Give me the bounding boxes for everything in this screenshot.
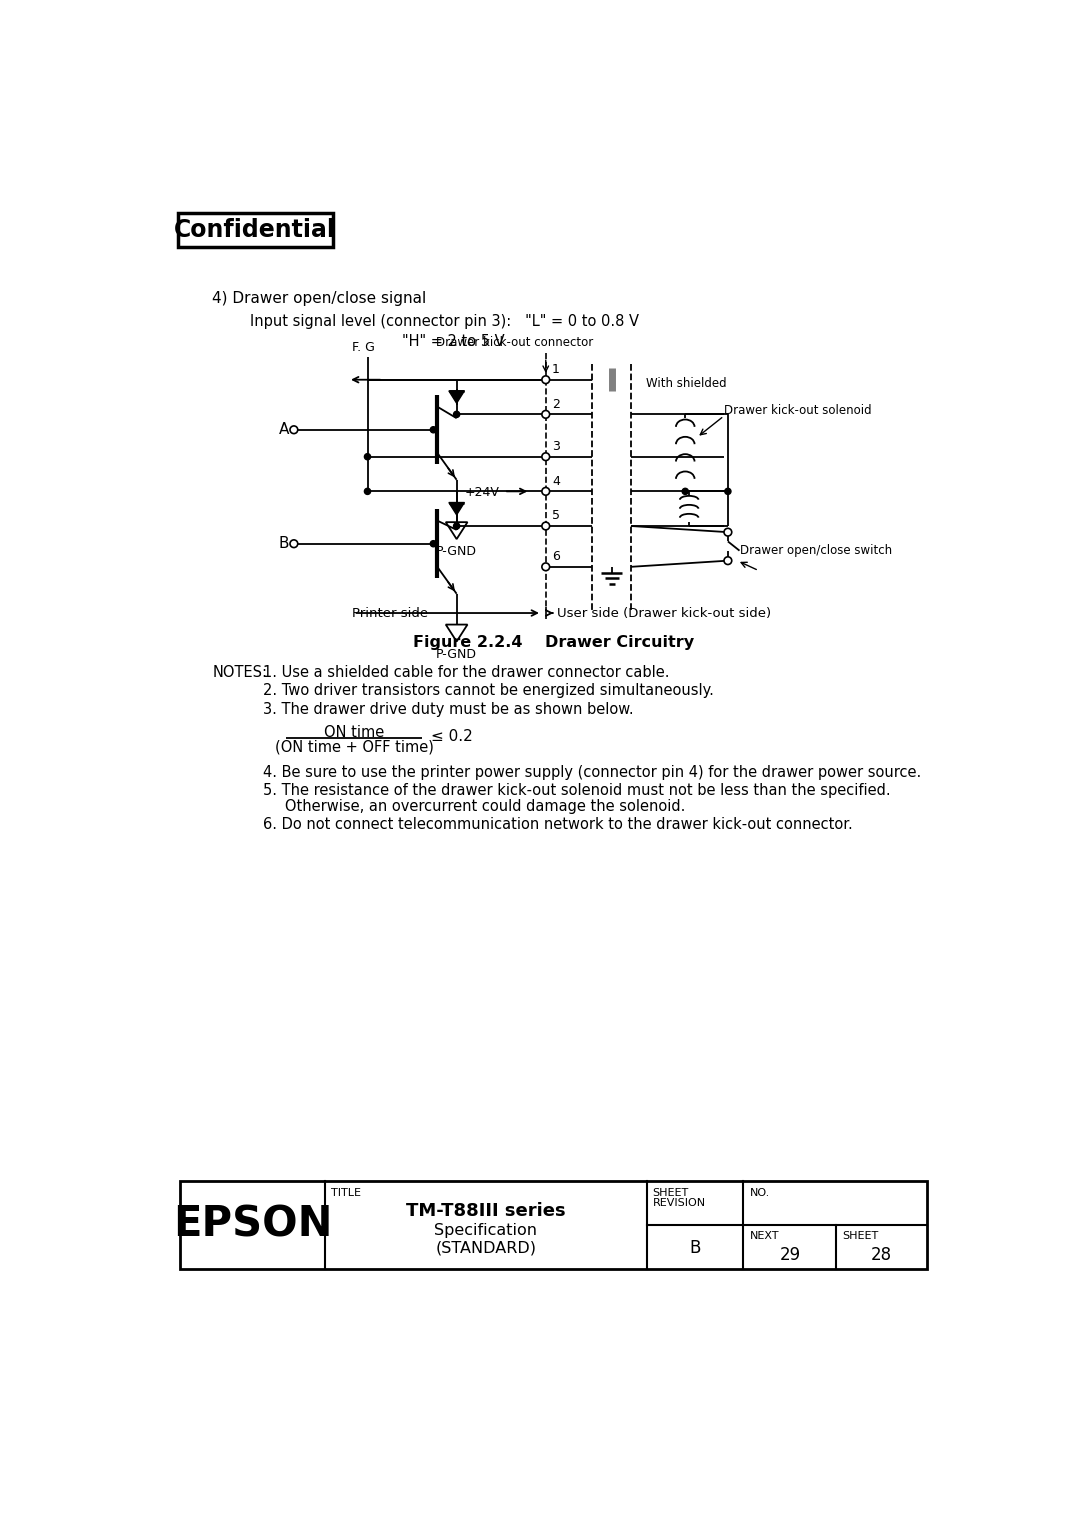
Circle shape xyxy=(454,523,460,529)
Text: (ON time + OFF time): (ON time + OFF time) xyxy=(275,740,434,755)
Text: Drawer kick-out solenoid: Drawer kick-out solenoid xyxy=(724,403,872,417)
Text: 3. The drawer drive duty must be as shown below.: 3. The drawer drive duty must be as show… xyxy=(262,701,634,717)
Text: Input signal level (connector pin 3):   "L" = 0 to 0.8 V: Input signal level (connector pin 3): "L… xyxy=(249,315,638,329)
Text: With shielded: With shielded xyxy=(647,377,727,390)
Text: "H" = 2 to 5 V: "H" = 2 to 5 V xyxy=(403,335,505,350)
Text: A: A xyxy=(279,422,289,437)
Text: NO.: NO. xyxy=(750,1189,770,1198)
Text: 4. Be sure to use the printer power supply (connector pin 4) for the drawer powe: 4. Be sure to use the printer power supp… xyxy=(262,764,921,779)
Bar xyxy=(177,212,333,248)
Text: 1. Use a shielded cable for the drawer connector cable.: 1. Use a shielded cable for the drawer c… xyxy=(262,665,670,680)
Text: NOTES:: NOTES: xyxy=(213,665,268,680)
Text: P-GND: P-GND xyxy=(436,545,477,558)
Circle shape xyxy=(542,487,550,495)
Text: P-GND: P-GND xyxy=(436,648,477,660)
Text: TM-T88III series: TM-T88III series xyxy=(406,1203,566,1219)
Text: Specification: Specification xyxy=(434,1222,537,1238)
Circle shape xyxy=(542,376,550,384)
Circle shape xyxy=(542,452,550,460)
Circle shape xyxy=(725,489,731,495)
Text: 6. Do not connect telecommunication network to the drawer kick-out connector.: 6. Do not connect telecommunication netw… xyxy=(262,817,852,833)
Text: Drawer kick-out connector: Drawer kick-out connector xyxy=(436,336,593,348)
Text: ON time: ON time xyxy=(324,724,384,740)
Circle shape xyxy=(724,556,732,564)
Polygon shape xyxy=(449,391,464,403)
Circle shape xyxy=(291,426,298,434)
Polygon shape xyxy=(449,503,464,515)
Circle shape xyxy=(364,489,370,495)
Text: 2: 2 xyxy=(552,397,559,411)
Text: User side (Drawer kick-out side): User side (Drawer kick-out side) xyxy=(557,607,771,619)
Text: Otherwise, an overcurrent could damage the solenoid.: Otherwise, an overcurrent could damage t… xyxy=(271,799,685,813)
Text: 5. The resistance of the drawer kick-out solenoid must not be less than the spec: 5. The resistance of the drawer kick-out… xyxy=(262,784,891,798)
Circle shape xyxy=(430,541,436,547)
Text: 1: 1 xyxy=(552,362,559,376)
Circle shape xyxy=(683,489,688,495)
Text: F. G: F. G xyxy=(352,341,375,354)
Text: REVISION: REVISION xyxy=(652,1198,706,1209)
Text: Figure 2.2.4    Drawer Circuitry: Figure 2.2.4 Drawer Circuitry xyxy=(413,634,694,649)
Text: SHEET: SHEET xyxy=(842,1232,879,1241)
Circle shape xyxy=(542,411,550,419)
Text: (STANDARD): (STANDARD) xyxy=(435,1241,536,1256)
Text: 4: 4 xyxy=(552,475,559,487)
Text: Confidential: Confidential xyxy=(174,219,336,241)
Text: ≤ 0.2: ≤ 0.2 xyxy=(431,729,473,744)
Text: 6: 6 xyxy=(552,550,559,562)
Text: Drawer open/close switch: Drawer open/close switch xyxy=(740,544,892,556)
Circle shape xyxy=(364,454,370,460)
Text: Printer side: Printer side xyxy=(352,607,428,619)
Circle shape xyxy=(291,539,298,547)
Text: 3: 3 xyxy=(552,440,559,452)
Text: EPSON: EPSON xyxy=(173,1204,333,1245)
Text: SHEET: SHEET xyxy=(652,1189,689,1198)
Circle shape xyxy=(542,562,550,570)
Circle shape xyxy=(724,529,732,536)
Text: 5: 5 xyxy=(552,509,559,523)
Text: TITLE: TITLE xyxy=(332,1189,361,1198)
Text: B: B xyxy=(689,1239,701,1256)
Text: NEXT: NEXT xyxy=(750,1232,779,1241)
Text: 4) Drawer open/close signal: 4) Drawer open/close signal xyxy=(213,292,427,306)
Text: 28: 28 xyxy=(872,1247,892,1264)
Text: +24V: +24V xyxy=(464,486,499,500)
Text: B: B xyxy=(279,536,289,552)
Text: 2. Two driver transistors cannot be energized simultaneously.: 2. Two driver transistors cannot be ener… xyxy=(262,683,714,698)
Circle shape xyxy=(454,411,460,417)
Bar xyxy=(180,1181,927,1270)
Circle shape xyxy=(430,426,436,432)
Text: 29: 29 xyxy=(780,1247,800,1264)
Circle shape xyxy=(542,523,550,530)
